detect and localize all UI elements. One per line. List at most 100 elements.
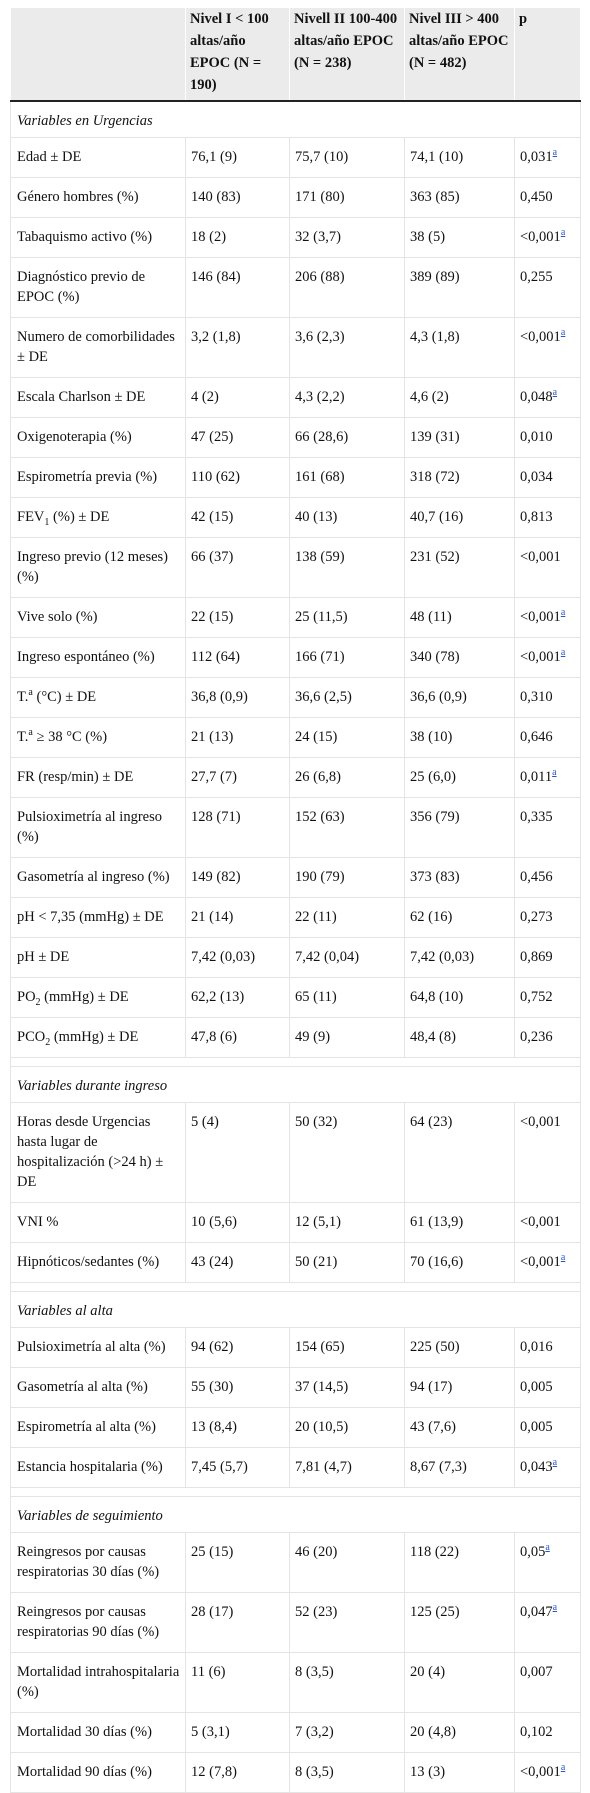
p-value: 0,869	[520, 949, 553, 965]
row-label: Oxigenoterapia (%)	[17, 429, 132, 445]
footnote-link[interactable]: a	[552, 387, 558, 399]
p-value-cell: 0,646	[514, 717, 581, 758]
row-label-subscript: 2	[35, 996, 41, 1008]
value-cell-level-2: 65 (11)	[289, 977, 405, 1018]
row-label-cell: Diagnóstico previo de EPOC (%)	[10, 257, 186, 318]
p-value: 0,813	[520, 509, 553, 525]
value-cell-level-1: 3,2 (1,8)	[185, 317, 290, 378]
value-cell-level-2: 20 (10,5)	[289, 1407, 405, 1448]
footnote-link[interactable]: a	[560, 227, 566, 239]
footnote-link[interactable]: a	[560, 647, 566, 659]
value-cell-level-2: 138 (59)	[289, 537, 405, 598]
value-cell-level-1: 146 (84)	[185, 257, 290, 318]
table-row: Hipnóticos/sedantes (%) 43 (24) 50 (21) 70 …	[10, 1242, 581, 1283]
row-label: VNI %	[17, 1214, 59, 1230]
section-title: Variables en Urgencias	[10, 101, 581, 138]
row-label-superscript: a	[28, 687, 33, 699]
p-value-cell: 0,005	[514, 1367, 581, 1408]
footnote-link[interactable]: a	[560, 1252, 566, 1264]
row-label: Pulsioximetría al alta (%)	[17, 1339, 166, 1355]
footnote-link[interactable]: a	[552, 1602, 558, 1614]
footnote-link[interactable]: a	[560, 327, 566, 339]
value-cell-level-2: 7,81 (4,7)	[289, 1447, 405, 1488]
value-cell-level-2: 8 (3,5)	[289, 1652, 405, 1713]
p-value: <0,001	[520, 1114, 561, 1130]
p-value: 0,102	[520, 1724, 553, 1740]
value-cell-level-3: 25 (6,0)	[404, 757, 515, 798]
row-label-cell: Pulsioximetría al alta (%)	[10, 1327, 186, 1368]
section-header-row: Variables de seguimiento	[10, 1496, 581, 1533]
value-cell-level-1: 128 (71)	[185, 797, 290, 858]
value-cell-level-3: 225 (50)	[404, 1327, 515, 1368]
section-spacer	[10, 1282, 581, 1292]
value-cell-level-3: 64 (23)	[404, 1102, 515, 1203]
value-cell-level-2: 3,6 (2,3)	[289, 317, 405, 378]
value-cell-level-1: 12 (7,8)	[185, 1752, 290, 1793]
row-label: T.	[17, 729, 29, 745]
footnote-link[interactable]: a	[560, 607, 566, 619]
row-label-cell: Mortalidad intrahospitalaria (%)	[10, 1652, 186, 1713]
value-cell-level-1: 4 (2)	[185, 377, 290, 418]
table-row: Oxigenoterapia (%) 47 (25) 66 (28,6) 139 (3…	[10, 417, 581, 458]
p-value-cell: <0,001a	[514, 1752, 581, 1793]
value-cell-level-1: 18 (2)	[185, 217, 290, 258]
table-row: Mortalidad 30 días (%) 5 (3,1) 7 (3,2) 20 (…	[10, 1712, 581, 1753]
value-cell-level-3: 318 (72)	[404, 457, 515, 498]
value-cell-level-1: 112 (64)	[185, 637, 290, 678]
p-value: 0,273	[520, 909, 553, 925]
spacer-cell	[10, 1057, 581, 1067]
table-row: Escala Charlson ± DE 4 (2) 4,3 (2,2) 4,6 (2…	[10, 377, 581, 418]
p-value-cell: 0,335	[514, 797, 581, 858]
spacer-cell	[10, 1282, 581, 1292]
row-label-tail: (mmHg) ± DE	[40, 989, 129, 1005]
section-spacer	[10, 1057, 581, 1067]
row-label: PCO	[17, 1029, 46, 1045]
p-value: 0,043	[520, 1459, 553, 1475]
p-value-cell: 0,752	[514, 977, 581, 1018]
row-label-cell: Edad ± DE	[10, 137, 186, 178]
value-cell-level-3: 340 (78)	[404, 637, 515, 678]
row-label: Mortalidad intrahospitalaria (%)	[17, 1664, 180, 1700]
section-spacer	[10, 1487, 581, 1497]
footnote-link[interactable]: a	[560, 1762, 566, 1774]
value-cell-level-1: 110 (62)	[185, 457, 290, 498]
row-label-cell: Oxigenoterapia (%)	[10, 417, 186, 458]
footnote-link[interactable]: a	[552, 767, 557, 779]
p-value: <0,001	[520, 649, 561, 665]
row-label: Espirometría al alta (%)	[17, 1419, 156, 1435]
value-cell-level-3: 125 (25)	[404, 1592, 515, 1653]
p-value-cell: 0,813	[514, 497, 581, 538]
row-label-tail: ≥ 38 °C (%)	[32, 729, 108, 745]
table-row: T.a (°C) ± DE 36,8 (0,9) 36,6 (2,5) 36,6 (0…	[10, 677, 581, 718]
footnote-link[interactable]: a	[552, 147, 558, 159]
p-value: 0,047	[520, 1604, 553, 1620]
footnote-link[interactable]: a	[552, 1457, 558, 1469]
value-cell-level-1: 66 (37)	[185, 537, 290, 598]
value-cell-level-2: 24 (15)	[289, 717, 405, 758]
spacer-cell	[10, 1487, 581, 1497]
table-row: PO2 (mmHg) ± DE 62,2 (13) 65 (11) 64,8 (10)…	[10, 977, 581, 1018]
table-row: Diagnóstico previo de EPOC (%) 146 (84) 20…	[10, 257, 581, 318]
p-value: 0,011	[520, 769, 553, 785]
p-value: 0,007	[520, 1664, 553, 1680]
value-cell-level-2: 152 (63)	[289, 797, 405, 858]
value-cell-level-1: 94 (62)	[185, 1327, 290, 1368]
table-row: Gasometría al ingreso (%) 149 (82) 190 (79…	[10, 857, 581, 898]
row-label: Numero de comorbilidades ± DE	[17, 329, 175, 365]
p-value-cell: 0,273	[514, 897, 581, 938]
row-label: Espirometría previa (%)	[17, 469, 158, 485]
value-cell-level-1: 28 (17)	[185, 1592, 290, 1653]
footnote-link[interactable]: a	[545, 1542, 550, 1554]
value-cell-level-1: 47,8 (6)	[185, 1017, 290, 1058]
value-cell-level-3: 231 (52)	[404, 537, 515, 598]
table-row: pH ± DE 7,42 (0,03) 7,42 (0,04) 7,42 (0,03)…	[10, 937, 581, 978]
table-row: Mortalidad 90 días (%) 12 (7,8) 8 (3,5) 13 …	[10, 1752, 581, 1793]
row-label-cell: Pulsioximetría al ingreso (%)	[10, 797, 186, 858]
table-row: Gasometría al alta (%) 55 (30) 37 (14,5) 94…	[10, 1367, 581, 1408]
p-value-cell: <0,001a	[514, 597, 581, 638]
p-value-cell: 0,869	[514, 937, 581, 978]
p-value-cell: 0,005	[514, 1407, 581, 1448]
row-label-cell: PCO2 (mmHg) ± DE	[10, 1017, 186, 1058]
value-cell-level-1: 47 (25)	[185, 417, 290, 458]
table-row: VNI % 10 (5,6) 12 (5,1) 61 (13,9) <0,001	[10, 1202, 581, 1243]
